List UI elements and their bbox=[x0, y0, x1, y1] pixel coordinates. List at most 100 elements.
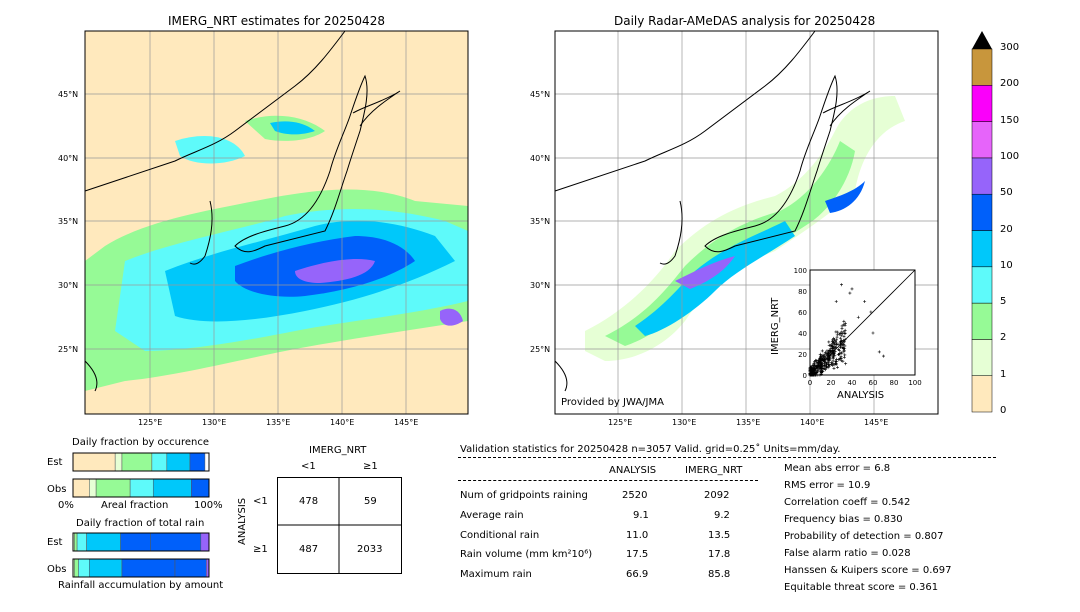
bar-segment bbox=[74, 532, 78, 552]
scatter-point bbox=[831, 338, 835, 342]
scatter-ytick: 0 bbox=[803, 372, 807, 380]
val-header-rule bbox=[458, 457, 996, 458]
scatter-xtick: 0 bbox=[808, 379, 812, 387]
ct-cell-11: 2033 bbox=[357, 544, 383, 555]
ct-col-ge1: ≥1 bbox=[363, 461, 378, 472]
scatter-point bbox=[832, 336, 836, 340]
scatter-point bbox=[833, 359, 837, 363]
rain-title: Daily fraction of total rain bbox=[76, 518, 205, 529]
scatter-point bbox=[840, 326, 844, 330]
inset-xlabel: ANALYSIS bbox=[837, 390, 885, 401]
scatter-point bbox=[831, 351, 835, 355]
ct-col-lt1: <1 bbox=[301, 461, 316, 472]
scatter-point bbox=[839, 334, 843, 338]
scatter-ytick: 60 bbox=[798, 309, 807, 317]
scatter-point bbox=[830, 345, 834, 349]
scatter-point bbox=[813, 360, 817, 364]
score: Probability of detection = 0.807 bbox=[784, 531, 944, 542]
scatter-point bbox=[833, 350, 837, 354]
scatter-point bbox=[841, 359, 845, 363]
scatter-xtick: 60 bbox=[869, 379, 878, 387]
scatter-point bbox=[818, 365, 822, 369]
val-row-a: 17.5 bbox=[626, 549, 649, 560]
bar-segment bbox=[89, 558, 123, 578]
scatter-point bbox=[834, 330, 838, 334]
scatter-point bbox=[837, 347, 841, 351]
scatter-point bbox=[843, 337, 847, 341]
scatter-point bbox=[824, 366, 828, 370]
scatter-point bbox=[842, 350, 846, 354]
rain-est-label: Est bbox=[47, 537, 63, 548]
left-lon-125: 125°E bbox=[138, 418, 163, 427]
val-row-a: 9.1 bbox=[633, 510, 649, 521]
left-lat-30: 30°N bbox=[58, 281, 79, 290]
bar-segment bbox=[121, 558, 176, 578]
score: Equitable threat score = 0.361 bbox=[784, 582, 939, 593]
val-row-b: 13.5 bbox=[708, 530, 731, 541]
scatter-point bbox=[839, 336, 843, 340]
bar-segment bbox=[174, 558, 207, 578]
scatter-point bbox=[812, 367, 816, 371]
right-lon-125: 125°E bbox=[608, 418, 633, 427]
bar-segment bbox=[129, 478, 154, 498]
occ-title: Daily fraction by occurence bbox=[72, 437, 210, 448]
scatter-point bbox=[828, 363, 832, 367]
scatter-point bbox=[837, 352, 841, 356]
score: Frequency bias = 0.830 bbox=[784, 514, 903, 525]
val-row-label: Num of gridpoints raining bbox=[460, 490, 588, 501]
bar-segment bbox=[78, 558, 90, 578]
scatter-point bbox=[820, 366, 824, 370]
scatter-point bbox=[832, 366, 836, 370]
scatter-point bbox=[823, 368, 827, 372]
colorbar-box bbox=[971, 121, 993, 159]
scatter-point bbox=[825, 356, 829, 360]
scatter-point bbox=[831, 362, 835, 366]
scatter-point bbox=[815, 369, 819, 373]
scatter-point bbox=[826, 359, 830, 363]
left-map bbox=[84, 30, 469, 415]
ct-row-ge1: ≥1 bbox=[253, 544, 268, 555]
inset-ylabel: IMERG_NRT bbox=[770, 297, 781, 355]
scatter-point bbox=[834, 361, 838, 365]
scatter-point bbox=[840, 330, 844, 334]
scatter-point bbox=[818, 352, 822, 356]
scatter-point bbox=[832, 348, 836, 352]
scatter-point bbox=[830, 346, 834, 350]
bar-segment bbox=[200, 532, 210, 552]
scatter-point bbox=[836, 365, 840, 369]
bar-frame bbox=[72, 478, 210, 498]
right-lat-35: 35°N bbox=[530, 217, 551, 226]
scatter-point bbox=[840, 283, 843, 287]
scatter-point bbox=[833, 341, 837, 345]
right-lon-130: 130°E bbox=[672, 418, 697, 427]
val-col-imerg: IMERG_NRT bbox=[685, 465, 743, 476]
score: Hanssen & Kuipers score = 0.697 bbox=[784, 565, 952, 576]
scatter-point bbox=[825, 361, 829, 365]
bar-segment bbox=[72, 452, 116, 472]
right-lat-30: 30°N bbox=[530, 281, 551, 290]
bar-segment bbox=[151, 452, 168, 472]
scatter-point bbox=[839, 355, 843, 359]
scatter-point bbox=[830, 355, 834, 359]
left-map-title: IMERG_NRT estimates for 20250428 bbox=[168, 14, 385, 28]
colorbar bbox=[971, 31, 993, 413]
colorbar-label: 50 bbox=[1000, 187, 1013, 199]
scatter-point bbox=[835, 360, 839, 364]
scatter-xtick: 40 bbox=[848, 379, 857, 387]
val-row-label: Conditional rain bbox=[460, 530, 540, 541]
occ-bars bbox=[72, 452, 210, 498]
val-row-b: 2092 bbox=[704, 490, 730, 501]
scatter-point bbox=[820, 363, 824, 367]
ct-title: IMERG_NRT bbox=[309, 445, 367, 456]
left-lat-45: 45°N bbox=[58, 90, 79, 99]
scatter-point bbox=[837, 358, 841, 362]
scatter-point bbox=[823, 363, 827, 367]
occ-x-right: 100% bbox=[194, 500, 223, 511]
scatter-point bbox=[842, 342, 846, 346]
val-row-label: Maximum rain bbox=[460, 569, 532, 580]
ct-row-lt1: <1 bbox=[253, 496, 268, 507]
bar-frame bbox=[72, 452, 210, 472]
bar-segment bbox=[189, 452, 206, 472]
colorbar-label: 5 bbox=[1000, 296, 1007, 308]
bar-segment bbox=[121, 452, 153, 472]
